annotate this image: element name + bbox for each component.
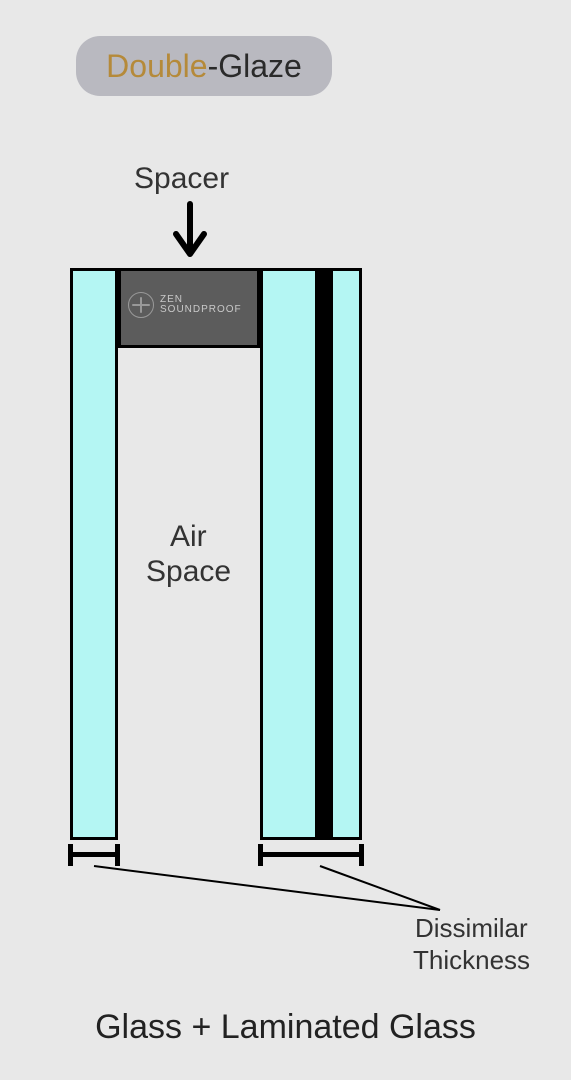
dissimilar-label-line2: Thickness: [413, 946, 530, 975]
bottom-title: Glass + Laminated Glass: [0, 1008, 571, 1047]
dissimilar-label-line1: Dissimilar: [415, 914, 528, 943]
